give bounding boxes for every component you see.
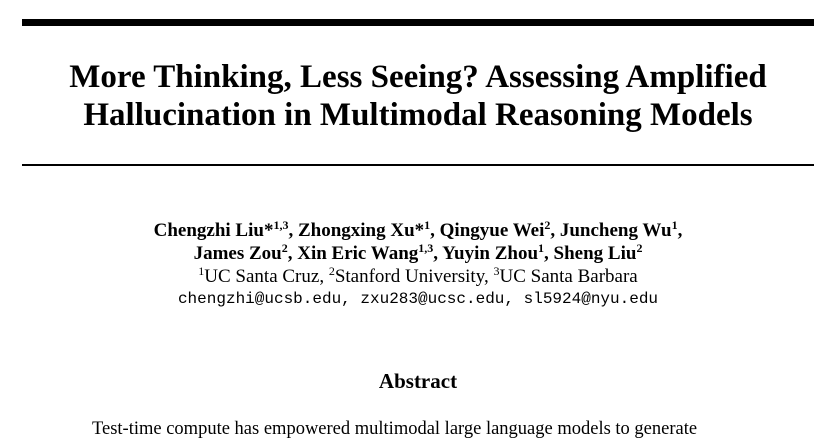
author-affil-sup: 2: [636, 241, 643, 255]
affiliations: 1UC Santa Cruz, 2Stanford University, 3U…: [0, 265, 836, 288]
author-affil-sup: 1: [424, 218, 431, 232]
abstract-text: Test-time compute has empowered multimod…: [92, 419, 698, 439]
author-name: James Zou: [193, 243, 282, 264]
affil-sup: 3: [493, 264, 500, 278]
author-name: Sheng Liu: [553, 243, 637, 264]
author-separator: ,: [544, 243, 554, 264]
author-separator: ,: [433, 243, 443, 264]
author-separator: ,: [287, 243, 298, 264]
author-affil-sup: 1: [538, 241, 545, 255]
affil-name: UC Santa Barbara: [499, 266, 638, 287]
author-name: Xin Eric Wang: [297, 243, 419, 264]
abstract-heading: Abstract: [378, 369, 458, 393]
title-line-2: Hallucination in Multimodal Reasoning Mo…: [83, 97, 753, 133]
author-affil-sup: 1: [671, 218, 678, 232]
authors-line-2: James Zou2, Xin Eric Wang1,3, Yuyin Zhou…: [0, 242, 836, 265]
author-affil-sup: 1,3: [418, 241, 434, 255]
author-name: Juncheng Wu: [559, 220, 672, 241]
affil-name: UC Santa Cruz: [204, 266, 320, 287]
affil-separator: ,: [483, 266, 494, 287]
author-name: Chengzhi Liu*: [153, 220, 274, 241]
author-separator: ,: [288, 220, 298, 241]
author-separator: ,: [677, 220, 683, 241]
author-affil-sup: 1,3: [273, 218, 289, 232]
author-affil-sup: 2: [544, 218, 551, 232]
author-separator: ,: [550, 220, 560, 241]
affil-sup: 2: [328, 264, 335, 278]
author-affil-sup: 2: [281, 241, 288, 255]
author-block: Chengzhi Liu*1,3, Zhongxing Xu*1, Qingyu…: [0, 219, 836, 311]
paper-title: More Thinking, Less Seeing? Assessing Am…: [0, 58, 836, 134]
author-separator: ,: [430, 220, 440, 241]
affil-sup: 1: [198, 264, 205, 278]
author-name: Zhongxing Xu*: [297, 220, 425, 241]
affil-separator: ,: [319, 266, 329, 287]
title-bottom-rule: [22, 164, 814, 166]
author-name: Yuyin Zhou: [442, 243, 539, 264]
authors-line-1: Chengzhi Liu*1,3, Zhongxing Xu*1, Qingyu…: [0, 219, 836, 242]
top-rule: [22, 19, 814, 26]
author-emails: chengzhi@ucsb.edu, zxu283@ucsc.edu, sl59…: [177, 290, 659, 308]
author-name: Qingyue Wei: [439, 220, 545, 241]
title-line-1: More Thinking, Less Seeing? Assessing Am…: [69, 59, 767, 95]
affil-name: Stanford University: [334, 266, 484, 287]
